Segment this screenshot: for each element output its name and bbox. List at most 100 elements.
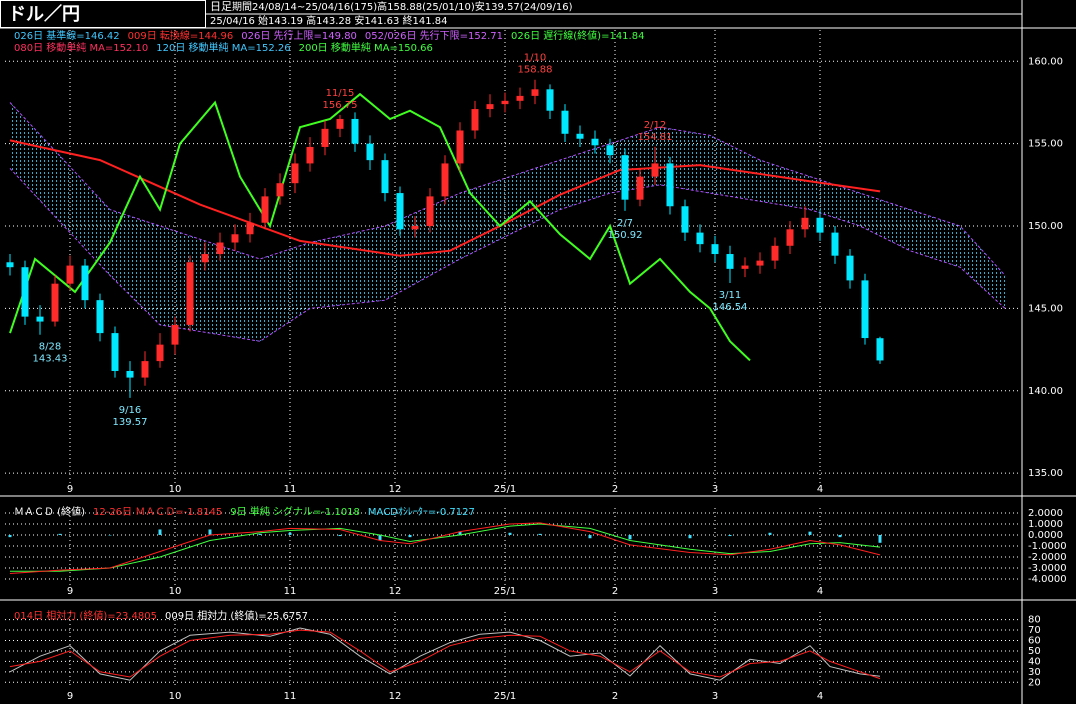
x-tick-label: 9 [67,484,73,495]
histogram-bar [58,533,62,535]
x-tick-label: 11 [284,691,297,702]
histogram-bar [688,534,692,539]
candle-body [516,95,524,101]
candle-body [756,260,764,266]
annotation-value: 156.75 [323,100,358,111]
x-tick-label: 4 [817,586,823,597]
y-tick-label: -4.0000 [1028,574,1067,585]
annotation-date: 9/16 [119,405,141,416]
y-tick-label: 40 [1028,656,1041,667]
candle-body [216,242,224,255]
legend-entry: 120日 移動単純 MA=152.26 [156,41,290,54]
x-tick-label: 12 [389,484,402,495]
candle-body [456,130,464,164]
annotation-date: 8/28 [39,341,61,352]
series-line [9,522,881,574]
candle-body [36,316,44,322]
candle-body [81,265,89,301]
y-tick-label: 135.00 [1028,468,1063,479]
candle-body [561,110,569,134]
histogram-bar [628,534,632,540]
candle-body [51,283,59,322]
candle-body [846,255,854,281]
candle-body [696,232,704,245]
annotation-value: 150.92 [608,230,643,241]
x-tick-label: 3 [712,586,718,597]
legend-entry: 052/026日 先行下限=152.71 [365,29,503,42]
candle-body [816,217,824,233]
x-tick-label: 11 [284,586,297,597]
y-tick-label: 1.0000 [1028,519,1063,530]
annotation-value: 143.43 [33,353,68,364]
legend-entry: 026日 基準線=146.42 [14,29,120,42]
candle-body [261,196,269,223]
candle-body [501,100,509,105]
x-tick-label: 12 [389,586,402,597]
candle-body [21,267,29,317]
histogram-bar [728,534,732,537]
candle-body [381,160,389,194]
histogram-bar [288,532,292,535]
legend-entry: ＭＡＣＤ (終値) [14,505,85,518]
candle-body [396,193,404,230]
x-tick-label: 9 [67,586,73,597]
candle-body [336,118,344,129]
candle-body [666,163,674,207]
x-tick-label: 10 [169,586,182,597]
series-line [9,139,881,257]
x-tick-label: 25/1 [494,484,516,495]
x-tick-label: 25/1 [494,691,516,702]
candle-body [66,265,74,284]
candle-body [591,138,599,146]
x-tick-label: 4 [817,691,823,702]
candle-body [231,234,239,243]
title: ドル／円 [8,4,80,25]
x-tick-label: 4 [817,484,823,495]
candle-body [471,109,479,131]
period-type: 日足 [210,0,232,13]
candle-body [246,222,254,235]
candle-body [681,206,689,233]
candle-body [531,89,539,96]
candle-body [486,104,494,110]
candle-body [186,262,194,325]
x-tick-label: 3 [712,484,718,495]
histogram-bar [108,534,112,536]
candle-body [141,361,149,378]
histogram-bar [458,531,462,535]
y-tick-label: 150.00 [1028,221,1063,232]
histogram-bar [878,534,882,543]
candle-body [111,333,119,371]
y-tick-label: 2.0000 [1028,508,1063,519]
y-tick-label: 80 [1028,615,1041,626]
series-line [9,629,881,680]
y-tick-label: 70 [1028,625,1041,636]
histogram-bar [378,534,382,541]
candle-body [546,89,554,111]
legend-entry: 080日 移動単純 MA=152.10 [14,41,148,54]
annotation-date: 3/11 [719,290,741,301]
candle-body [6,262,14,268]
histogram-bar [838,534,842,538]
candle-body [801,217,809,230]
annotation-date: 2/12 [644,120,666,131]
y-tick-label: 140.00 [1028,386,1063,397]
histogram-bar [588,534,592,539]
y-tick-label: -1.0000 [1028,541,1067,552]
y-tick-label: 20 [1028,677,1041,688]
y-tick-label: 60 [1028,636,1041,647]
candle-body [771,245,779,261]
y-tick-label: 30 [1028,667,1041,678]
histogram-bar [538,533,542,535]
histogram-bar [408,534,412,538]
legend-entry: 026日 遅行線(終値)=141.84 [511,29,644,42]
histogram-bar [8,534,12,538]
candle-body [621,155,629,200]
x-tick-label: 12 [389,691,402,702]
x-tick-label: 10 [169,484,182,495]
legend-entry: 200日 移動単純 MA=150.66 [299,41,433,54]
candle-body [366,143,374,161]
histogram-bar [508,532,512,535]
candle-body [636,176,644,200]
